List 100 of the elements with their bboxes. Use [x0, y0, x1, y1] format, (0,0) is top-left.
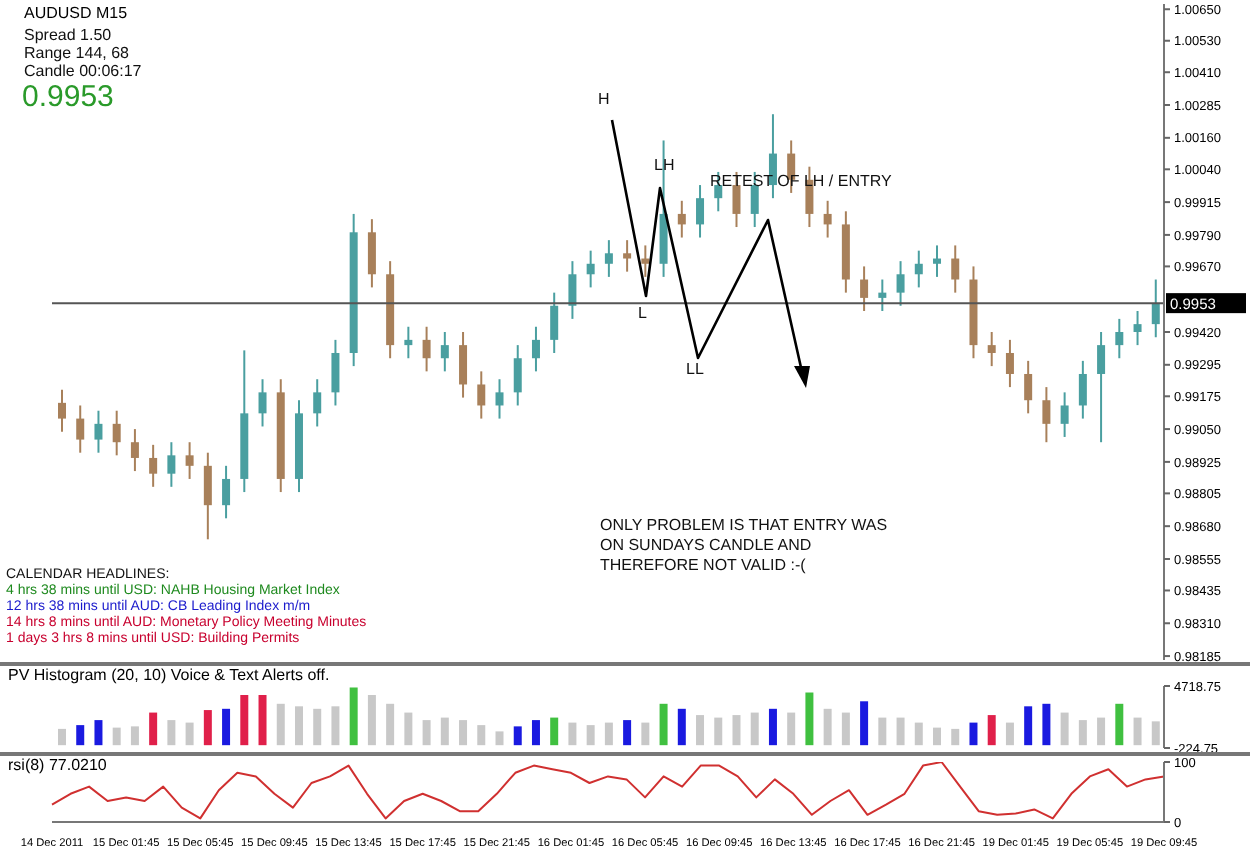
candlestick	[203, 451, 212, 541]
bar	[294, 706, 303, 746]
annotation: Candle 00:06:17	[24, 62, 142, 80]
bar	[750, 712, 759, 746]
candlestick	[331, 338, 340, 407]
candlestick	[550, 291, 559, 354]
bar	[404, 712, 413, 746]
candlestick	[167, 441, 176, 488]
candlestick	[1024, 359, 1033, 415]
annotation: ONLY PROBLEM IS THAT ENTRY WAS ON SUNDAYS CANDLE AND THEREFORE NOT VALID :-(	[600, 516, 890, 576]
bar	[951, 728, 960, 746]
candlestick	[313, 378, 322, 428]
bar	[185, 722, 194, 746]
candlestick	[422, 325, 431, 373]
candlestick	[696, 184, 705, 239]
annotation: Spread 1.50	[24, 26, 112, 44]
bar	[367, 695, 376, 746]
bar	[1060, 712, 1069, 746]
bar	[531, 720, 540, 746]
line-series	[51, 762, 1165, 820]
candlestick	[1042, 386, 1051, 444]
bar	[149, 712, 158, 746]
bar	[623, 720, 632, 746]
bar	[768, 708, 777, 746]
bar	[1042, 703, 1051, 746]
bar	[276, 703, 285, 746]
chart-title: PV Histogram (20, 10) Voice & Text Alerts off.	[8, 666, 330, 684]
annotation: L	[638, 304, 647, 322]
candlestick	[1097, 331, 1106, 444]
candlestick	[933, 244, 942, 278]
bar	[914, 722, 923, 746]
candlestick	[440, 331, 449, 373]
annotation: LL	[686, 360, 704, 378]
candlestick	[641, 244, 650, 278]
bar	[130, 726, 139, 746]
bar	[550, 717, 559, 746]
bar	[203, 710, 212, 746]
bar	[258, 695, 267, 746]
candlestick	[1115, 317, 1124, 360]
bar	[495, 731, 504, 746]
bar	[1115, 703, 1124, 746]
annotation: Range 144, 68	[24, 44, 129, 62]
candlestick	[568, 260, 577, 320]
bar	[76, 725, 85, 746]
annotation: 0.9953	[22, 80, 114, 114]
candlestick	[914, 249, 923, 289]
bar	[112, 727, 121, 746]
bar	[94, 720, 103, 746]
bar	[641, 722, 650, 746]
candlestick	[94, 409, 103, 454]
bar	[1151, 721, 1160, 746]
bar	[841, 712, 850, 746]
candlestick	[1151, 278, 1160, 339]
bar	[987, 715, 996, 746]
candlestick	[604, 239, 613, 278]
candlestick	[1005, 338, 1014, 389]
candlestick	[823, 199, 832, 239]
bar	[167, 720, 176, 746]
bar	[714, 717, 723, 746]
bar	[313, 708, 322, 746]
bar	[659, 703, 668, 746]
bar	[787, 712, 796, 746]
annotation: H	[598, 90, 610, 108]
bar	[422, 720, 431, 746]
chart-title: rsi(8) 77.0210	[8, 756, 107, 774]
candlestick	[477, 370, 486, 420]
bar	[933, 727, 942, 746]
candlestick	[1078, 359, 1087, 420]
bar	[823, 708, 832, 746]
bar	[349, 687, 358, 746]
bar	[440, 717, 449, 746]
candlestick	[130, 428, 139, 473]
candlestick	[1060, 391, 1069, 438]
candlestick	[623, 239, 632, 273]
candlestick	[987, 331, 996, 368]
bar	[805, 692, 814, 746]
bar	[878, 717, 887, 746]
bar	[331, 706, 340, 746]
candlestick	[76, 404, 85, 454]
candlestick	[951, 244, 960, 294]
candlestick	[112, 409, 121, 457]
bar	[513, 726, 522, 746]
candlestick	[258, 378, 267, 428]
bar	[1078, 720, 1087, 746]
bar	[1097, 717, 1106, 746]
bar	[1133, 717, 1142, 746]
candlestick	[531, 325, 540, 373]
candlestick	[459, 331, 468, 399]
candlestick	[149, 443, 158, 488]
bar	[696, 715, 705, 746]
candlestick	[58, 388, 66, 433]
bar	[1005, 722, 1014, 746]
bar	[586, 725, 595, 746]
bar	[459, 720, 468, 746]
bar	[477, 725, 486, 746]
bar	[677, 708, 686, 746]
bar	[240, 695, 249, 746]
bar	[386, 703, 395, 746]
bar	[969, 722, 978, 746]
bar	[604, 722, 613, 746]
